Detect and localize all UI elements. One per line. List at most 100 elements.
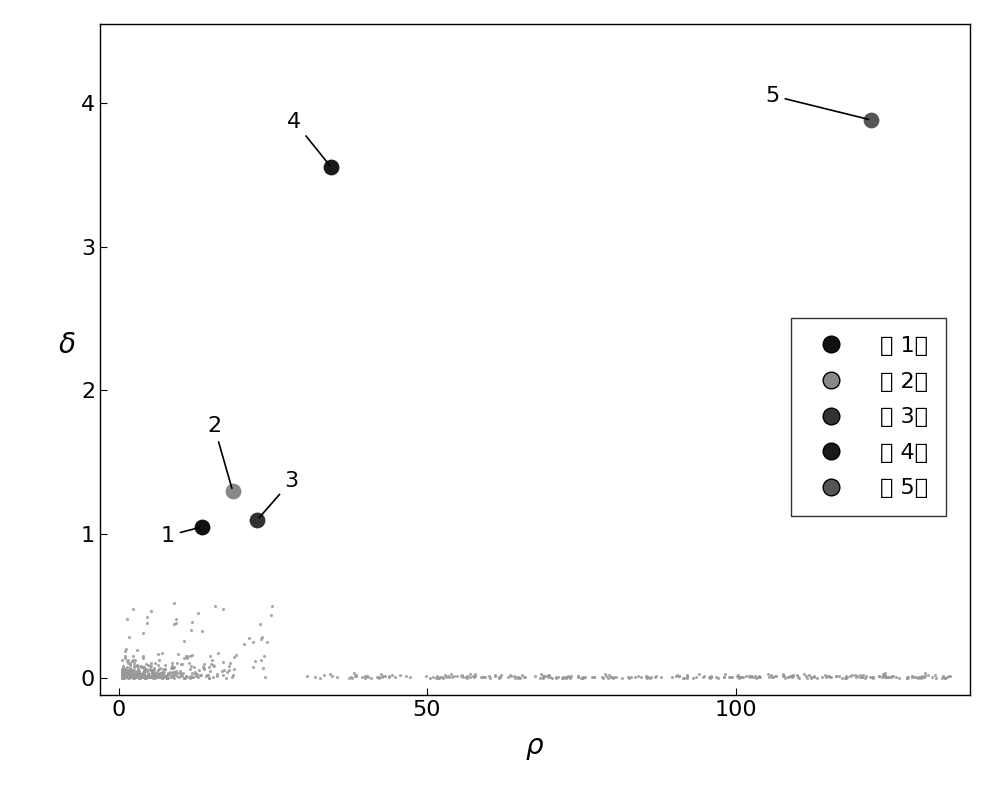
Point xyxy=(761,671,777,683)
Point xyxy=(157,663,173,675)
Point xyxy=(346,667,362,679)
Point xyxy=(134,668,150,680)
Point xyxy=(150,664,166,676)
Point xyxy=(253,653,269,666)
Point xyxy=(875,670,891,683)
Point xyxy=(724,670,740,683)
Point xyxy=(154,667,170,679)
Point xyxy=(354,671,370,683)
Point xyxy=(118,664,134,676)
Point xyxy=(603,671,619,683)
Point xyxy=(144,670,160,683)
Point xyxy=(169,667,185,679)
Point xyxy=(165,660,181,673)
Point xyxy=(133,668,149,680)
Point xyxy=(443,668,459,680)
Point xyxy=(126,660,142,673)
Point xyxy=(119,671,135,683)
Point xyxy=(741,670,757,683)
Point xyxy=(139,671,155,683)
Point xyxy=(201,672,217,684)
Point xyxy=(190,671,206,683)
Point xyxy=(511,672,527,684)
Point xyxy=(392,668,408,681)
Point xyxy=(748,672,764,684)
Point xyxy=(122,662,138,675)
Point xyxy=(790,671,806,683)
Point xyxy=(145,671,161,683)
Point xyxy=(791,672,807,684)
Point xyxy=(124,672,140,684)
Point xyxy=(119,655,135,668)
Point xyxy=(809,672,825,684)
Point xyxy=(138,671,154,683)
Point xyxy=(482,672,498,684)
Point xyxy=(133,670,149,683)
Point xyxy=(912,671,928,683)
Point xyxy=(125,670,141,683)
Point xyxy=(136,668,152,680)
Point xyxy=(914,670,930,683)
Point xyxy=(120,669,136,682)
Point xyxy=(130,660,146,672)
Point xyxy=(245,661,261,674)
Point xyxy=(710,672,726,684)
Point xyxy=(562,671,578,683)
Point xyxy=(164,667,180,679)
Point xyxy=(801,668,817,681)
Point xyxy=(139,611,155,623)
Point xyxy=(119,664,135,677)
Point xyxy=(124,664,140,677)
Point xyxy=(123,663,139,675)
Point xyxy=(541,670,557,683)
Point xyxy=(170,647,186,660)
Point xyxy=(129,671,145,683)
Point xyxy=(444,671,460,683)
Point xyxy=(263,608,279,621)
Point xyxy=(125,654,141,667)
Point xyxy=(253,633,269,645)
Point xyxy=(122,664,138,677)
Point xyxy=(701,671,717,683)
Point xyxy=(166,660,182,673)
Point xyxy=(425,671,441,683)
Point xyxy=(874,671,890,683)
Point xyxy=(796,668,812,680)
Point xyxy=(730,669,746,682)
Point xyxy=(751,671,767,683)
Point xyxy=(586,671,602,683)
Point xyxy=(254,630,270,643)
Point xyxy=(160,667,176,679)
Point xyxy=(224,671,240,683)
Point xyxy=(125,671,141,683)
Point xyxy=(173,668,189,681)
Point xyxy=(324,670,340,683)
Point xyxy=(638,670,654,683)
Point xyxy=(114,671,130,683)
Point xyxy=(146,662,162,675)
Point xyxy=(122,656,138,669)
Point xyxy=(735,671,751,683)
Point xyxy=(536,670,552,683)
Point xyxy=(438,671,454,683)
Point xyxy=(598,669,614,682)
Point xyxy=(459,670,475,683)
Point xyxy=(138,669,154,682)
Point xyxy=(555,671,571,683)
Point xyxy=(600,672,616,684)
Point xyxy=(130,663,146,675)
Point xyxy=(487,669,503,682)
Point xyxy=(623,671,639,683)
Point xyxy=(506,670,522,683)
Point xyxy=(120,668,136,681)
Point xyxy=(467,668,483,680)
Point xyxy=(136,670,152,683)
Point xyxy=(176,635,192,648)
Point xyxy=(344,672,360,684)
Point xyxy=(119,660,135,673)
Point xyxy=(775,670,791,683)
Point xyxy=(146,670,162,683)
Point xyxy=(175,667,191,679)
Point xyxy=(838,672,854,684)
Point xyxy=(643,671,659,683)
